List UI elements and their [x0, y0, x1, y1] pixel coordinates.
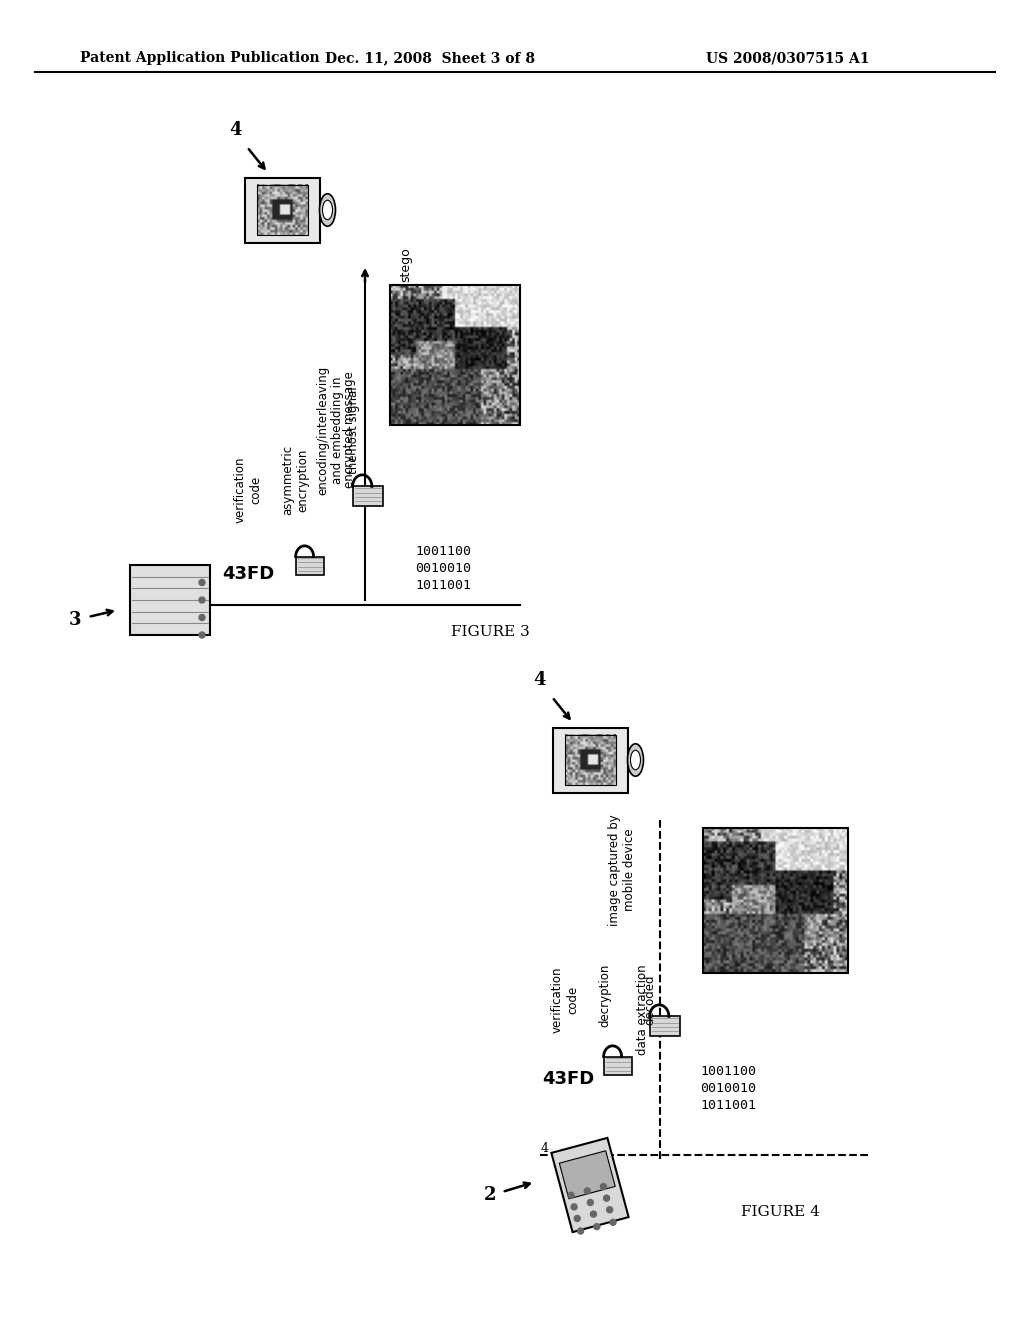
Text: asymmetric
encryption: asymmetric encryption [281, 445, 309, 515]
Bar [553, 727, 628, 792]
Text: 43FD: 43FD [222, 565, 274, 583]
Bar [256, 185, 307, 235]
Text: stego: stego [399, 248, 413, 282]
Circle shape [606, 1206, 612, 1213]
Text: encrypted message: encrypted message [343, 371, 356, 488]
Bar [390, 285, 520, 425]
Bar [353, 486, 383, 506]
Bar [702, 828, 848, 973]
Text: decryption: decryption [598, 964, 611, 1027]
Text: FIGURE 4: FIGURE 4 [740, 1205, 819, 1218]
Text: decoded: decoded [643, 974, 656, 1026]
Circle shape [199, 615, 205, 620]
Ellipse shape [319, 194, 336, 226]
Ellipse shape [323, 201, 333, 219]
Text: 4: 4 [534, 671, 546, 689]
Circle shape [199, 597, 205, 603]
Text: verification
code: verification code [551, 966, 579, 1034]
Circle shape [585, 1188, 590, 1193]
Text: 1001100
0010010
1011001: 1001100 0010010 1011001 [700, 1065, 756, 1111]
Bar [559, 1151, 615, 1199]
Circle shape [588, 1200, 593, 1205]
Text: verification
code: verification code [234, 457, 262, 523]
Text: 3: 3 [69, 611, 81, 630]
Text: image captured by
mobile device: image captured by mobile device [608, 814, 636, 925]
Ellipse shape [628, 743, 643, 776]
Circle shape [603, 1195, 609, 1201]
Bar [130, 565, 210, 635]
Circle shape [578, 1228, 584, 1234]
Text: FIGURE 3: FIGURE 3 [451, 624, 529, 639]
Circle shape [610, 1220, 616, 1225]
Bar [245, 177, 319, 243]
Circle shape [571, 1204, 578, 1210]
Text: Dec. 11, 2008  Sheet 3 of 8: Dec. 11, 2008 Sheet 3 of 8 [325, 51, 535, 65]
Bar [604, 1056, 632, 1076]
Bar [551, 1138, 629, 1232]
Circle shape [574, 1216, 581, 1221]
Text: 2: 2 [483, 1185, 497, 1204]
Text: 4: 4 [541, 1142, 549, 1155]
Text: 1001100
0010010
1011001: 1001100 0010010 1011001 [415, 545, 471, 591]
Bar [650, 1016, 680, 1036]
Bar [296, 557, 324, 576]
Circle shape [594, 1224, 600, 1230]
Text: 4: 4 [228, 121, 242, 139]
Text: data extraction: data extraction [636, 965, 648, 1055]
Text: encoding/interleaving
and embedding in
the host signal: encoding/interleaving and embedding in t… [316, 366, 359, 495]
Bar [564, 735, 615, 785]
Circle shape [600, 1184, 606, 1189]
Text: US 2008/0307515 A1: US 2008/0307515 A1 [707, 51, 870, 65]
Circle shape [199, 632, 205, 638]
Text: Patent Application Publication: Patent Application Publication [80, 51, 319, 65]
Ellipse shape [631, 750, 640, 770]
Text: 43FD: 43FD [542, 1071, 594, 1088]
Circle shape [568, 1192, 574, 1199]
Circle shape [591, 1210, 596, 1217]
Circle shape [199, 579, 205, 586]
